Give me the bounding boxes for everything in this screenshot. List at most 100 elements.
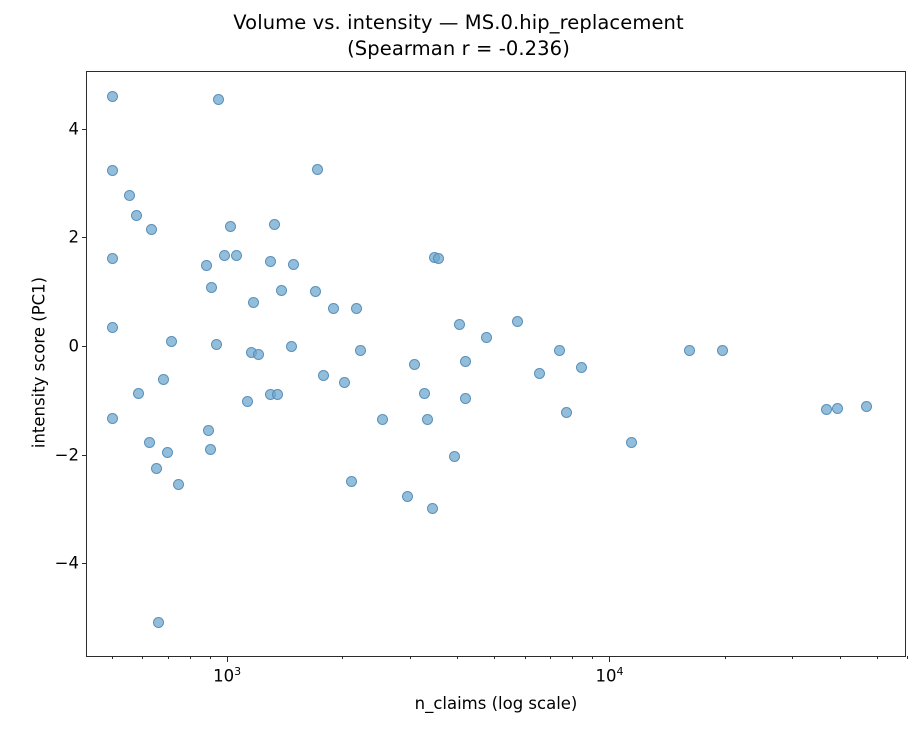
scatter-points-layer [87,72,905,656]
scatter-point [453,319,465,331]
scatter-point [106,164,118,176]
x-tick-mark-minor [550,656,552,660]
x-tick-label: 103 [213,665,242,686]
scatter-point [265,255,277,267]
scatter-point [560,406,572,418]
scatter-point [553,345,565,357]
scatter-point [106,322,118,334]
scatter-point [408,358,420,370]
scatter-point [432,252,444,264]
scatter-point [377,414,389,426]
y-axis-label: intensity score (PC1) [29,276,49,449]
scatter-point [716,345,728,357]
scatter-point [268,218,280,230]
scatter-point [205,281,217,293]
scatter-point [203,424,215,436]
scatter-point [162,446,174,458]
scatter-point [287,259,299,271]
x-tick-mark-minor [839,656,841,660]
scatter-point [311,164,323,176]
x-tick-mark-minor [409,656,411,660]
x-tick-mark-minor [190,656,192,660]
scatter-point [241,396,253,408]
x-tick-mark-minor [112,656,114,660]
scatter-point [219,249,231,261]
x-tick-mark-minor [342,656,344,660]
x-tick-mark-minor [494,656,496,660]
x-tick-mark-minor [591,656,593,660]
x-tick-mark-minor [876,656,878,660]
scatter-point [448,450,460,462]
scatter-point [354,345,366,357]
y-tick-mark [81,237,87,239]
scatter-point [276,284,288,296]
scatter-point [253,348,265,360]
y-tick-label: −2 [54,445,79,465]
scatter-point [213,93,225,105]
y-tick-label: −4 [54,553,79,573]
x-tick-mark-minor [524,656,526,660]
y-tick-label: 4 [68,119,80,139]
chart-subtitle: (Spearman r = -0.236) [347,37,570,60]
chart-title-line1: Volume vs. intensity — MS.0.hip_replacem… [233,11,684,34]
x-tick-mark-minor [572,656,574,660]
y-tick-mark [81,128,87,130]
scatter-point [459,355,471,367]
scatter-point [339,376,351,388]
scatter-point [625,437,637,449]
scatter-point [309,285,321,297]
x-tick-mark-minor [724,656,726,660]
scatter-point [401,491,413,503]
scatter-point [201,260,213,272]
x-tick-mark [609,656,611,662]
scatter-point [131,210,143,222]
scatter-point [132,387,144,399]
scatter-point [419,387,431,399]
scatter-point [247,297,259,309]
y-tick-label: 0 [68,336,80,356]
scatter-point [318,370,330,382]
y-tick-mark [81,454,87,456]
scatter-point [821,403,833,415]
scatter-point [511,315,523,327]
x-tick-mark-minor [142,656,144,660]
scatter-point [459,393,471,405]
y-tick-mark [81,346,87,347]
scatter-point [165,335,177,347]
x-tick-mark [227,656,229,662]
scatter-point [328,302,340,314]
scatter-point [421,413,433,425]
scatter-point [172,479,184,491]
x-axis-label: n_claims (log scale) [414,694,578,713]
x-tick-mark-minor [209,656,211,660]
scatter-point [346,476,358,488]
scatter-point [123,189,135,201]
scatter-point [106,412,118,424]
scatter-point [860,401,872,413]
chart-title: Volume vs. intensity — MS.0.hip_replacem… [0,10,917,62]
scatter-point [143,437,155,449]
scatter-point [351,302,363,314]
x-tick-mark-minor [791,656,793,660]
plot-area: −4 −2 0 2 4 103 104 [55,71,908,686]
scatter-point [151,463,163,475]
scatter-point [684,345,696,357]
scatter-point [832,402,844,414]
scatter-point [106,252,118,264]
scatter-point [106,90,118,102]
y-tick-label: 2 [68,227,80,247]
scatter-point [205,444,217,456]
scatter-point [272,388,284,400]
scatter-point [285,341,297,353]
scatter-point [152,617,164,629]
scatter-point [426,502,438,514]
y-tick-mark [81,563,87,565]
x-tick-label: 104 [595,665,624,686]
scatter-point [481,332,493,344]
scatter-point [230,249,242,261]
x-tick-mark-minor [907,656,908,660]
scatter-point [534,367,546,379]
x-tick-mark-minor [457,656,459,660]
scatter-point [157,373,169,385]
